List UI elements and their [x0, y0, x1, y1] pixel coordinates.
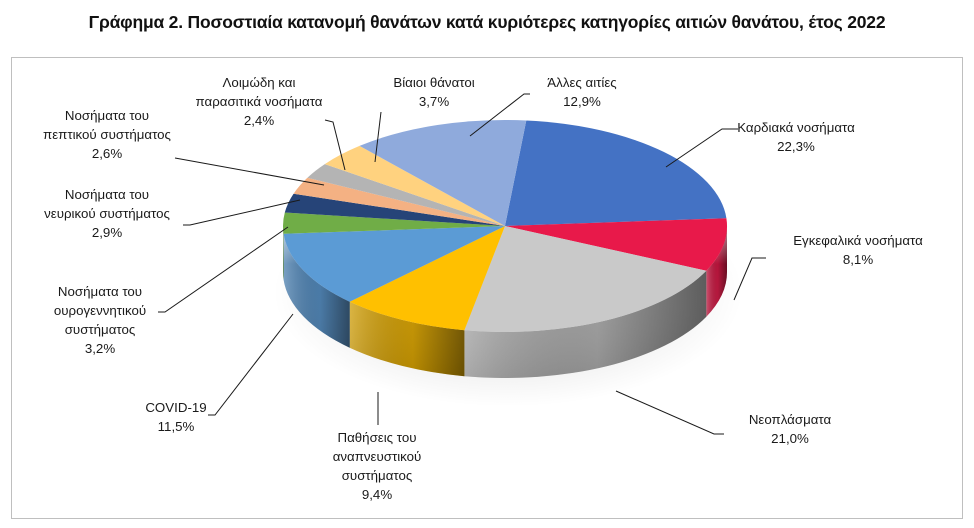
pie-slice[interactable]: Νοσήματα του πεπτικού συστήματος 2,6% [293, 177, 505, 226]
pie-slices: Καρδιακά νοσήματα 22,3%Εγκεφαλικά νοσήμα… [283, 120, 727, 332]
label-text: συστήματος [341, 468, 413, 483]
data-label-kardiaka: Καρδιακά νοσήματα 22,3% [737, 118, 855, 156]
pie-slice[interactable]: Βίαιοι θάνατοι 3,7% [324, 145, 505, 226]
pie-sides [283, 226, 727, 379]
label-text: Νοσήματα του [57, 284, 143, 299]
label-value: 12,9% [563, 94, 601, 109]
leader-line [174, 157, 325, 186]
leader-line [665, 128, 738, 168]
pie-slice[interactable]: Παθήσεις του αναπνευστικού συστήματος 9,… [349, 226, 505, 331]
pie-slice[interactable]: Καρδιακά νοσήματα 22,3% [505, 120, 727, 226]
leader-line [469, 93, 530, 137]
leader-lines [158, 93, 766, 435]
label-text: αναπνευστικού [332, 449, 422, 464]
label-text: Λοιμώδη και [222, 75, 296, 90]
label-value: 3,7% [418, 94, 450, 109]
label-text: παρασιτικά νοσήματα [195, 94, 323, 109]
pie-slice[interactable]: Νεοπλάσματα 21,0% [464, 226, 707, 332]
data-label-anapneustiko: Παθήσεις του αναπνευστικού συστήματος 9,4% [333, 428, 422, 504]
rim-highlight [283, 226, 727, 378]
pie-slice[interactable]: Νοσήματα του νευρικού συστήματος 2,9% [284, 193, 505, 226]
leader-line [158, 226, 289, 313]
data-label-biaioi: Βίαιοι θάνατοι 3,7% [393, 73, 474, 111]
label-text: νευρικού συστήματος [44, 206, 170, 221]
label-text: ουρογεννητικού [53, 303, 147, 318]
data-label-alles: Άλλες αιτίες 12,9% [547, 73, 616, 111]
data-label-neuriko: Νοσήματα του νευρικού συστήματος 2,9% [44, 185, 170, 242]
leader-line [733, 257, 766, 301]
label-text: συστήματος [64, 322, 136, 337]
chart-title: Γράφημα 2. Ποσοστιαία κατανομή θανάτων κ… [88, 12, 886, 32]
label-value: 2,6% [91, 146, 123, 161]
label-text: πεπτικού συστήματος [43, 127, 171, 142]
label-value: 21,0% [771, 431, 809, 446]
pie-slice[interactable]: Εγκεφαλικά νοσήματα 8,1% [505, 218, 727, 271]
pie-slice[interactable]: COVID-19 11,5% [283, 226, 505, 302]
leader-line [374, 111, 382, 163]
leader-line [324, 119, 346, 171]
label-value: 22,3% [777, 139, 815, 154]
label-value: 9,4% [361, 487, 393, 502]
label-value: 2,4% [243, 113, 275, 128]
pie-slice[interactable]: Νοσήματα του ουρογεννητικού συστήματος 3… [283, 212, 505, 234]
pie-slice[interactable]: Άλλες αιτίες 12,9% [359, 120, 527, 226]
data-label-loimodi: Λοιμώδη και παρασιτικά νοσήματα 2,4% [196, 73, 323, 130]
data-label-egkefalika: Εγκεφαλικά νοσήματα 8,1% [793, 231, 923, 269]
label-text: Νοσήματα του [64, 187, 150, 202]
pie-slice[interactable]: Λοιμώδη και παρασιτικά νοσήματα 2,4% [307, 164, 505, 226]
leader-line [208, 313, 294, 416]
label-text: Άλλες αιτίες [547, 75, 617, 90]
label-value: 11,5% [157, 419, 195, 434]
data-label-covid: COVID-19 11,5% [145, 398, 206, 436]
label-text: Νοσήματα του [64, 108, 150, 123]
leader-line [615, 390, 724, 435]
label-value: 3,2% [84, 341, 116, 356]
label-text: Παθήσεις του [337, 430, 417, 445]
data-label-neoplasmata: Νεοπλάσματα 21,0% [749, 410, 831, 448]
label-text: Εγκεφαλικά νοσήματα [793, 233, 923, 248]
chart-frame [11, 57, 963, 519]
label-text: Βίαιοι θάνατοι [393, 75, 475, 90]
data-label-peptiko: Νοσήματα του πεπτικού συστήματος 2,6% [43, 106, 171, 163]
label-value: 8,1% [842, 252, 874, 267]
label-text: Νεοπλάσματα [748, 412, 832, 427]
data-label-ourogennitiko: Νοσήματα του ουρογεννητικού συστήματος 3,2% [54, 282, 146, 358]
leader-line [183, 199, 301, 226]
label-text: Καρδιακά νοσήματα [737, 120, 855, 135]
label-value: 2,9% [91, 225, 123, 240]
label-text: COVID-19 [145, 400, 207, 415]
